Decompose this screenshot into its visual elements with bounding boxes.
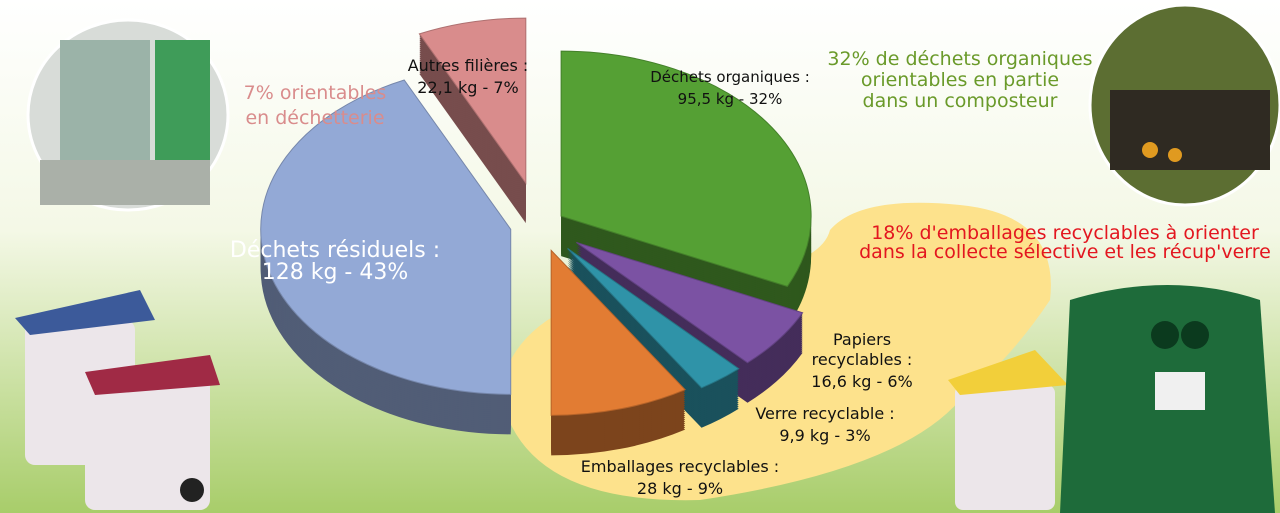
slice-category: Déchets organiques : <box>650 68 810 86</box>
slice-value-label: 128 kg - 43% <box>262 260 409 285</box>
slice-category: Verre recyclable : <box>755 404 894 423</box>
slice-value-label: 16,6 kg - 6% <box>811 372 912 391</box>
slice-category: Autres filières : <box>408 56 529 75</box>
slice-value-label: 22,1 kg - 7% <box>417 78 518 97</box>
slice-category: Papiers <box>833 330 891 349</box>
annotation-line: dans la collecte sélective et les récup'… <box>859 241 1271 263</box>
annotation-line: 7% orientables <box>244 82 387 104</box>
annotation-line: orientables en partie <box>861 69 1059 91</box>
infographic: Déchets organiques : 95,5 kg - 32% Papiers… <box>0 0 1280 513</box>
slice-value-label: 9,9 kg - 3% <box>779 426 870 445</box>
slice-category-cont: recyclables : <box>812 350 913 369</box>
slice-value-label: 95,5 kg - 32% <box>678 90 783 108</box>
annotation-line: dans un composteur <box>863 90 1058 112</box>
annotation-line: 32% de déchets organiques <box>827 48 1092 70</box>
slice-value-label: 28 kg - 9% <box>637 479 723 498</box>
annotation-line: en déchetterie <box>245 107 384 129</box>
photo-dechetterie <box>28 20 228 210</box>
slice-category: Emballages recyclables : <box>581 457 779 476</box>
photo-composteur <box>1090 5 1280 205</box>
